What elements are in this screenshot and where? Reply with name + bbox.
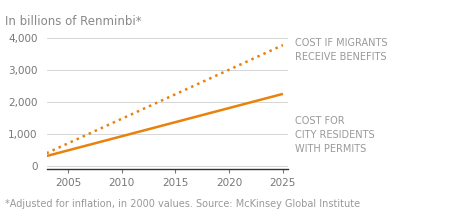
Text: *Adjusted for inflation, in 2000 values. Source: McKinsey Global Institute: *Adjusted for inflation, in 2000 values.… [5,199,360,209]
Text: In billions of Renminbi*: In billions of Renminbi* [5,15,141,28]
Text: COST FOR
CITY RESIDENTS
WITH PERMITS: COST FOR CITY RESIDENTS WITH PERMITS [295,116,375,154]
Text: COST IF MIGRANTS
RECEIVE BENEFITS: COST IF MIGRANTS RECEIVE BENEFITS [295,38,388,62]
